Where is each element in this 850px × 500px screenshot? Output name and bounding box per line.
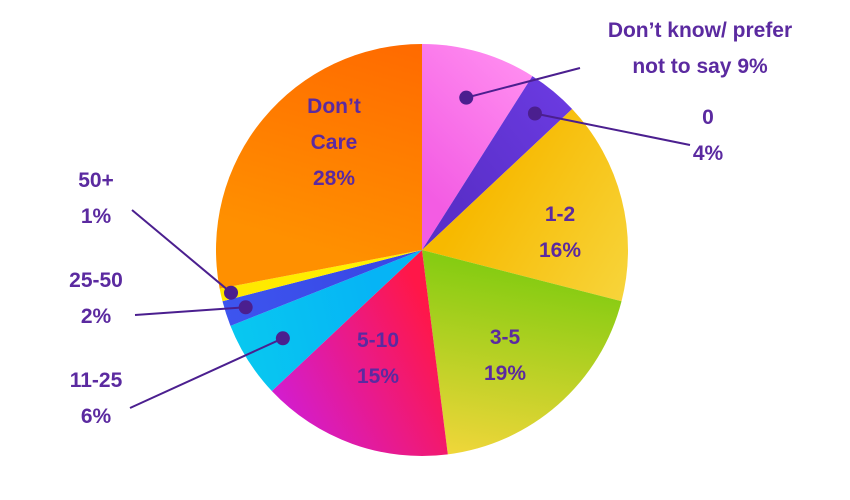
slice-label-line: 6%: [81, 405, 112, 428]
slice-label-line: 16%: [539, 239, 581, 262]
leader-line-0: [534, 112, 691, 146]
slice-label-line: Don’t know/ prefer: [608, 19, 792, 42]
slice-label-11-25: 11-25 6%: [70, 369, 123, 428]
slice-label-line: 1-2: [545, 203, 575, 226]
leader-lines: [129, 67, 691, 409]
slice-label-50: 50+ 1%: [78, 169, 114, 228]
slice-label-line: 25-50: [69, 269, 123, 292]
pie-slice-11-25: [230, 250, 422, 392]
leader-dot-25-50: [238, 300, 253, 315]
pie-slice-5-10: [271, 250, 448, 456]
leader-line-25-50: [134, 306, 246, 316]
leader-dot-don-t-know-prefer: [459, 90, 474, 105]
slice-label-line: Care: [311, 131, 358, 154]
slice-label-line: 19%: [484, 362, 526, 385]
pie-slice-50: [219, 250, 422, 302]
slice-label-don-t-know-prefer: Don’t know/ prefer not to say 9%: [608, 19, 792, 78]
slice-label-line: 3-5: [490, 326, 521, 349]
pie-slice-don-t-know-prefer: [422, 44, 533, 250]
pie-slice-3-5: [422, 250, 622, 455]
slice-label-0: 0 4%: [693, 106, 724, 165]
slice-label-don-t: Don’t Care 28%: [307, 95, 361, 190]
slice-label-line: Don’t: [307, 95, 361, 118]
slice-label-line: 11-25: [70, 369, 123, 392]
leader-dot-50: [224, 285, 239, 300]
slice-label-1-2: 1-2 16%: [539, 203, 581, 262]
slice-label-line: 0: [702, 106, 714, 129]
slice-label-line: not to say 9%: [632, 55, 768, 78]
slice-label-line: 15%: [357, 365, 399, 388]
slice-label-line: 5-10: [357, 329, 399, 352]
pie-slice-don-t: [215, 44, 422, 289]
slice-labels: Don’t know/ prefer not to say 9% 0 4% 1-2 16%…: [69, 19, 792, 428]
leader-line-11-25: [129, 337, 284, 409]
slice-label-5-10: 5-10 15%: [357, 329, 399, 388]
slice-label-25-50: 25-50 2%: [69, 269, 123, 328]
slice-label-line: 28%: [313, 167, 355, 190]
slice-label-line: 50+: [78, 169, 114, 192]
slice-label-3-5: 3-5 19%: [484, 326, 526, 385]
slice-label-line: 2%: [81, 305, 112, 328]
leader-line-don-t-know-prefer: [466, 67, 581, 99]
pie-slices: [215, 44, 628, 456]
leader-dot-0: [527, 106, 542, 121]
pie-slice-1-2: [422, 108, 628, 302]
slice-label-line: 4%: [693, 142, 724, 165]
leader-line-50: [131, 209, 232, 294]
pie-slice-25-50: [222, 250, 422, 326]
leader-dot-11-25: [275, 331, 290, 346]
slice-label-line: 1%: [81, 205, 112, 228]
